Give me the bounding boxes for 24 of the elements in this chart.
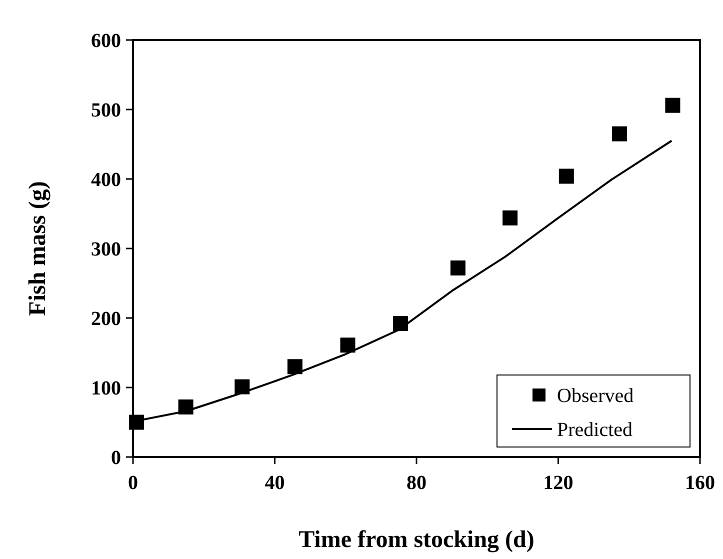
- x-tick-label: 80: [406, 472, 426, 494]
- point: [287, 359, 302, 374]
- point: [340, 338, 356, 353]
- y-axis-title: Fish mass (g): [25, 181, 51, 316]
- point: [612, 126, 628, 142]
- x-tick-label: 0: [128, 472, 138, 494]
- legend-label: Observed: [557, 385, 634, 407]
- x-tick-label: 40: [264, 472, 285, 494]
- point: [665, 98, 680, 113]
- x-tick-label: 120: [543, 472, 574, 494]
- y-tick-label: 100: [91, 378, 121, 400]
- x-tick-label: 160: [685, 472, 715, 494]
- y-tick-label: 500: [91, 100, 121, 122]
- y-tick-label: 200: [91, 308, 121, 330]
- point: [129, 414, 144, 430]
- legend-label: Predicted: [557, 419, 633, 441]
- y-tick-label: 600: [91, 30, 121, 52]
- x-axis-title: Time from stocking (d): [298, 527, 534, 553]
- y-tick-label: 0: [111, 447, 121, 469]
- y-tick-label: 300: [91, 238, 121, 260]
- point: [450, 260, 466, 276]
- point: [502, 210, 518, 226]
- point: [558, 168, 574, 184]
- y-tick-label: 400: [91, 169, 121, 191]
